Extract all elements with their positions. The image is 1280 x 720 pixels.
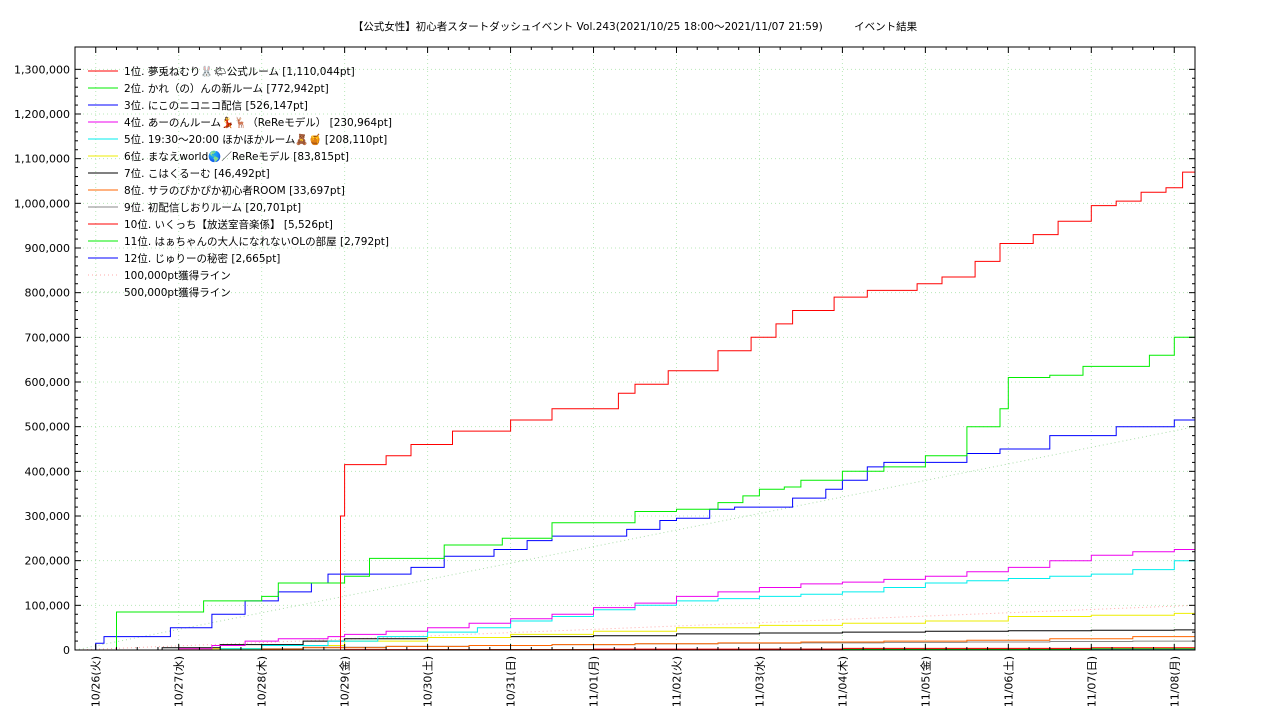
x-tick-label: 11/01(月) — [588, 656, 601, 707]
y-tick-label: 500,000 — [25, 421, 71, 434]
legend-label: 12位. じゅりーの秘密 [2,665pt] — [124, 252, 280, 265]
x-tick-label: 11/08(月) — [1168, 656, 1181, 707]
y-tick-label: 100,000 — [25, 599, 71, 612]
x-tick-label: 11/06(土) — [1002, 656, 1015, 707]
x-tick-label: 11/07(日) — [1085, 656, 1098, 707]
legend-label: 4位. あーのんルーム💃🦌（ReReモデル） [230,964pt] — [124, 116, 392, 129]
x-tick-label: 10/29(金) — [338, 656, 352, 707]
reference-lines — [74, 426, 1196, 651]
x-tick-label: 10/27(水) — [173, 656, 186, 707]
legend-label: 10位. いくっち【放送室音楽係】 [5,526pt] — [124, 218, 333, 231]
y-tick-label: 700,000 — [25, 331, 71, 344]
legend-label: 500,000pt獲得ライン — [124, 286, 231, 299]
y-tick-label: 900,000 — [25, 242, 71, 255]
x-tick-label: 10/26(火) — [90, 656, 103, 707]
legend-label: 1位. 夢兎ねむり🐰🌤公式ルーム [1,110,044pt] — [124, 65, 355, 78]
series-line — [75, 634, 1196, 651]
legend-label: 5位. 19:30〜20:00 ほかほかルーム🧸🍯 [208,110pt] — [124, 133, 387, 146]
x-tick-label: 10/31(日) — [505, 656, 518, 707]
legend-label: 11位. はぁちゃんの大人になれないOLの部屋 [2,792pt] — [124, 235, 389, 248]
legend: 1位. 夢兎ねむり🐰🌤公式ルーム [1,110,044pt] 2位. かれ（の）ん… — [88, 65, 392, 299]
series-line — [75, 557, 1196, 651]
legend-label: 7位. こはくるーむ [46,492pt] — [124, 167, 270, 180]
chart-title: 【公式女性】初心者スタートダッシュイベント Vol.243(2021/10/25… — [353, 20, 918, 33]
legend-label: 2位. かれ（の）んの新ルーム [772,942pt] — [124, 82, 329, 95]
reference-line — [74, 604, 1196, 651]
x-tick-label: 10/28(木) — [256, 656, 269, 707]
x-tick-label: 11/04(木) — [836, 656, 849, 707]
y-tick-label: 0 — [63, 644, 70, 657]
axes: 0 100,000 200,000 300,000 400,000 500,000 600,… — [14, 47, 1195, 707]
series-line — [75, 629, 1196, 651]
x-tick-label: 11/03(水) — [753, 656, 766, 707]
series-line — [75, 304, 1196, 651]
x-tick-label: 11/02(火) — [670, 656, 683, 707]
y-tick-label: 300,000 — [25, 510, 71, 523]
y-tick-label: 600,000 — [25, 376, 71, 389]
x-tick-label: 10/30(土) — [422, 656, 435, 707]
y-tick-label: 400,000 — [25, 465, 71, 478]
y-tick-label: 800,000 — [25, 287, 71, 300]
series-line — [75, 154, 1196, 651]
y-tick-label: 200,000 — [25, 555, 71, 568]
y-tick-label: 1,000,000 — [14, 197, 70, 210]
y-tick-label: 1,300,000 — [14, 63, 70, 76]
legend-label: 8位. サラのぴかぴか初心者ROOM [33,697pt] — [124, 184, 345, 197]
y-tick-label: 1,200,000 — [14, 108, 70, 121]
y-tick-label: 1,100,000 — [14, 153, 70, 166]
legend-label: 3位. にこのニコニコ配信 [526,147pt] — [124, 99, 308, 112]
series-line — [75, 546, 1196, 651]
legend-label: 9位. 初配信しおりルーム [20,701pt] — [124, 201, 301, 214]
series-line — [75, 415, 1196, 651]
legend-label: 100,000pt獲得ライン — [124, 269, 231, 282]
legend-label: 6位. まなえworld🌎／ReReモデル [83,815pt] — [124, 150, 349, 163]
x-tick-label: 11/05(金) — [918, 656, 932, 707]
